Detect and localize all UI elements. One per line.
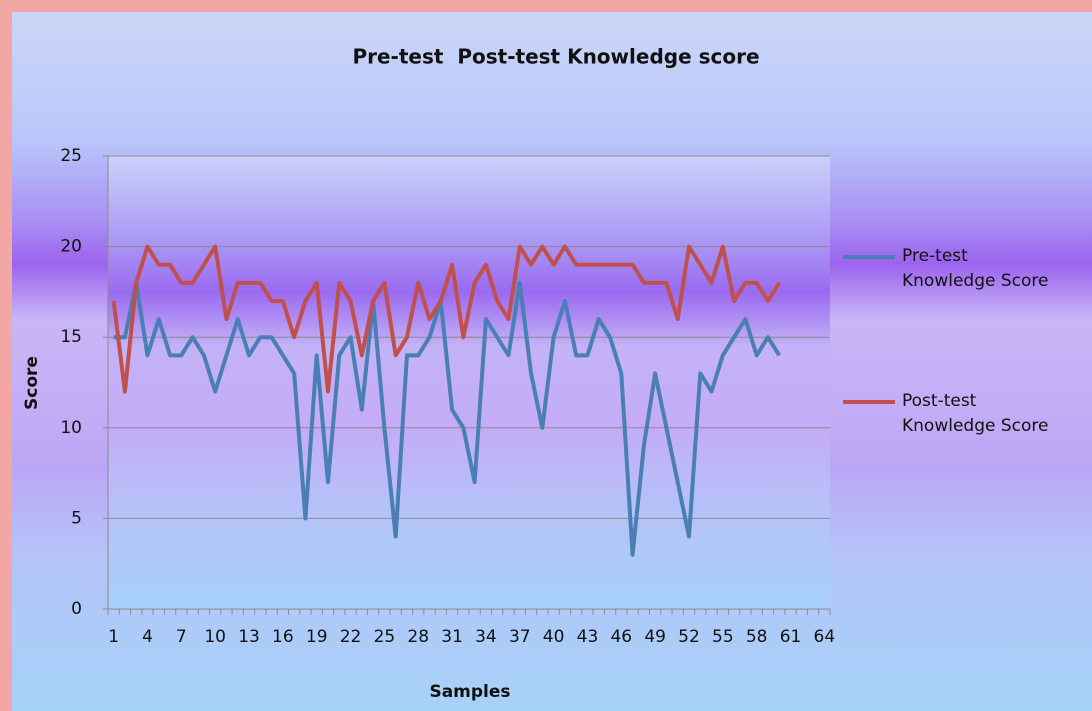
x-tick-label: 31 bbox=[441, 627, 463, 647]
x-axis-title: Samples bbox=[429, 682, 510, 702]
y-axis-title: Score bbox=[22, 356, 42, 410]
x-tick-label: 1 bbox=[108, 627, 119, 647]
x-tick-label: 19 bbox=[306, 627, 328, 647]
x-tick-label: 13 bbox=[238, 627, 260, 647]
x-tick-label: 43 bbox=[577, 627, 599, 647]
x-tick-label: 22 bbox=[340, 627, 362, 647]
y-tick-label: 0 bbox=[71, 599, 82, 619]
x-tick-label: 58 bbox=[746, 627, 768, 647]
x-tick-label: 10 bbox=[204, 627, 226, 647]
x-tick-label: 28 bbox=[407, 627, 429, 647]
x-tick-label: 64 bbox=[814, 627, 836, 647]
x-tick-label: 34 bbox=[475, 627, 497, 647]
x-tick-label: 37 bbox=[509, 627, 531, 647]
legend-label: Pre-test Knowledge Score bbox=[902, 246, 1049, 291]
y-tick-label: 20 bbox=[60, 237, 82, 257]
x-tick-label: 55 bbox=[712, 627, 734, 647]
x-tick-label: 7 bbox=[176, 627, 187, 647]
series-line bbox=[111, 244, 781, 394]
y-tick-label: 25 bbox=[60, 146, 82, 166]
x-tick-label: 4 bbox=[142, 627, 153, 647]
x-tick-label: 16 bbox=[272, 627, 294, 647]
x-tick-label: 46 bbox=[610, 627, 632, 647]
y-tick-label: 10 bbox=[60, 418, 82, 438]
y-tick-label: 5 bbox=[71, 508, 82, 528]
y-tick-label: 15 bbox=[60, 327, 82, 347]
x-tick-label: 52 bbox=[678, 627, 700, 647]
x-tick-label: 25 bbox=[374, 627, 396, 647]
legend-label: Post-test Knowledge Score bbox=[902, 391, 1049, 436]
chart-title: Pre-test Post-test Knowledge score bbox=[352, 45, 759, 69]
x-tick-label: 40 bbox=[543, 627, 565, 647]
x-tick-label: 61 bbox=[780, 627, 802, 647]
plot-area bbox=[108, 156, 830, 609]
x-tick-label: 49 bbox=[644, 627, 666, 647]
series-line bbox=[113, 280, 781, 557]
